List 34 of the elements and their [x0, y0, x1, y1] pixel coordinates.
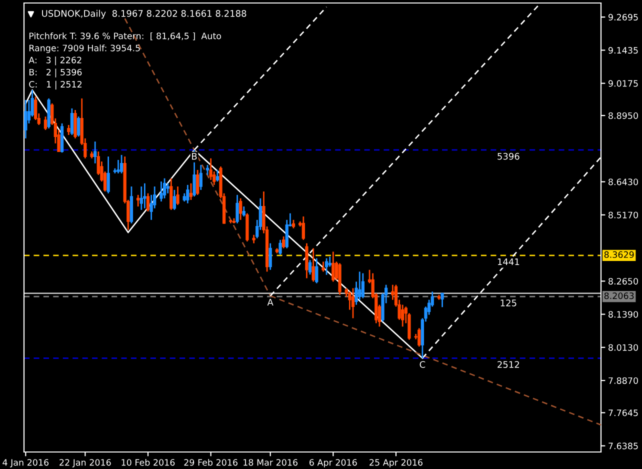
annotation: 5396 [498, 152, 520, 160]
y-tick-label: 9.1435 [608, 47, 638, 54]
y-tick-label: 9.0175 [608, 80, 638, 87]
y-tick-label: 7.7645 [608, 410, 638, 416]
x-tick-label: 6 Apr 2016 [310, 459, 357, 468]
x-tick-label: 4 Jan 2016 [2, 459, 49, 468]
annotation: C: 1 | 2512 [29, 80, 82, 90]
x-tick-label: 29 Feb 2016 [184, 458, 238, 466]
y-tick-label: 8.1390 [608, 311, 638, 318]
annotation: 125 [500, 299, 516, 306]
y-tick-label: 8.0130 [608, 344, 638, 351]
y-tick-label: 8.6430 [608, 178, 638, 186]
annotation: C [420, 361, 426, 368]
y-tick-label: 7.6385 [608, 442, 638, 450]
x-tick-label: 10 Feb 2016 [122, 458, 175, 466]
y-tick-label: 8.5170 [608, 212, 638, 218]
annotation: A [267, 298, 274, 306]
y-tick-label: 9.2695 [608, 14, 638, 21]
annotation: 8.3629 [604, 251, 634, 258]
annotation: A: 3 | 2262 [28, 56, 82, 66]
y-tick-label: 8.8950 [608, 112, 638, 119]
text: USDNOK,Daily 8.1967 8.2202 8.1661 8.2188 [42, 10, 246, 19]
annotation: 2512 [498, 361, 519, 368]
annotation: 8.2063 [604, 292, 634, 300]
annotation: B: 2 | 5396 [29, 68, 82, 78]
x-tick-label: 25 Apr 2016 [370, 459, 422, 468]
x-tick-label: 22 Jan 2016 [60, 459, 111, 468]
annotation: Pitchfork T: 39.6 % Patern: [ 81,64,5 ] Auto [29, 32, 222, 40]
annotation: 1441 [498, 258, 520, 266]
y-tick-label: 7.8870 [608, 377, 638, 384]
annotation: B [192, 153, 197, 160]
annotation: Range: 7909 Half: 3954.5 [29, 44, 140, 54]
x-tick-label: 18 Mar 2016 [244, 459, 298, 466]
y-tick-label: 8.2650 [608, 278, 638, 285]
